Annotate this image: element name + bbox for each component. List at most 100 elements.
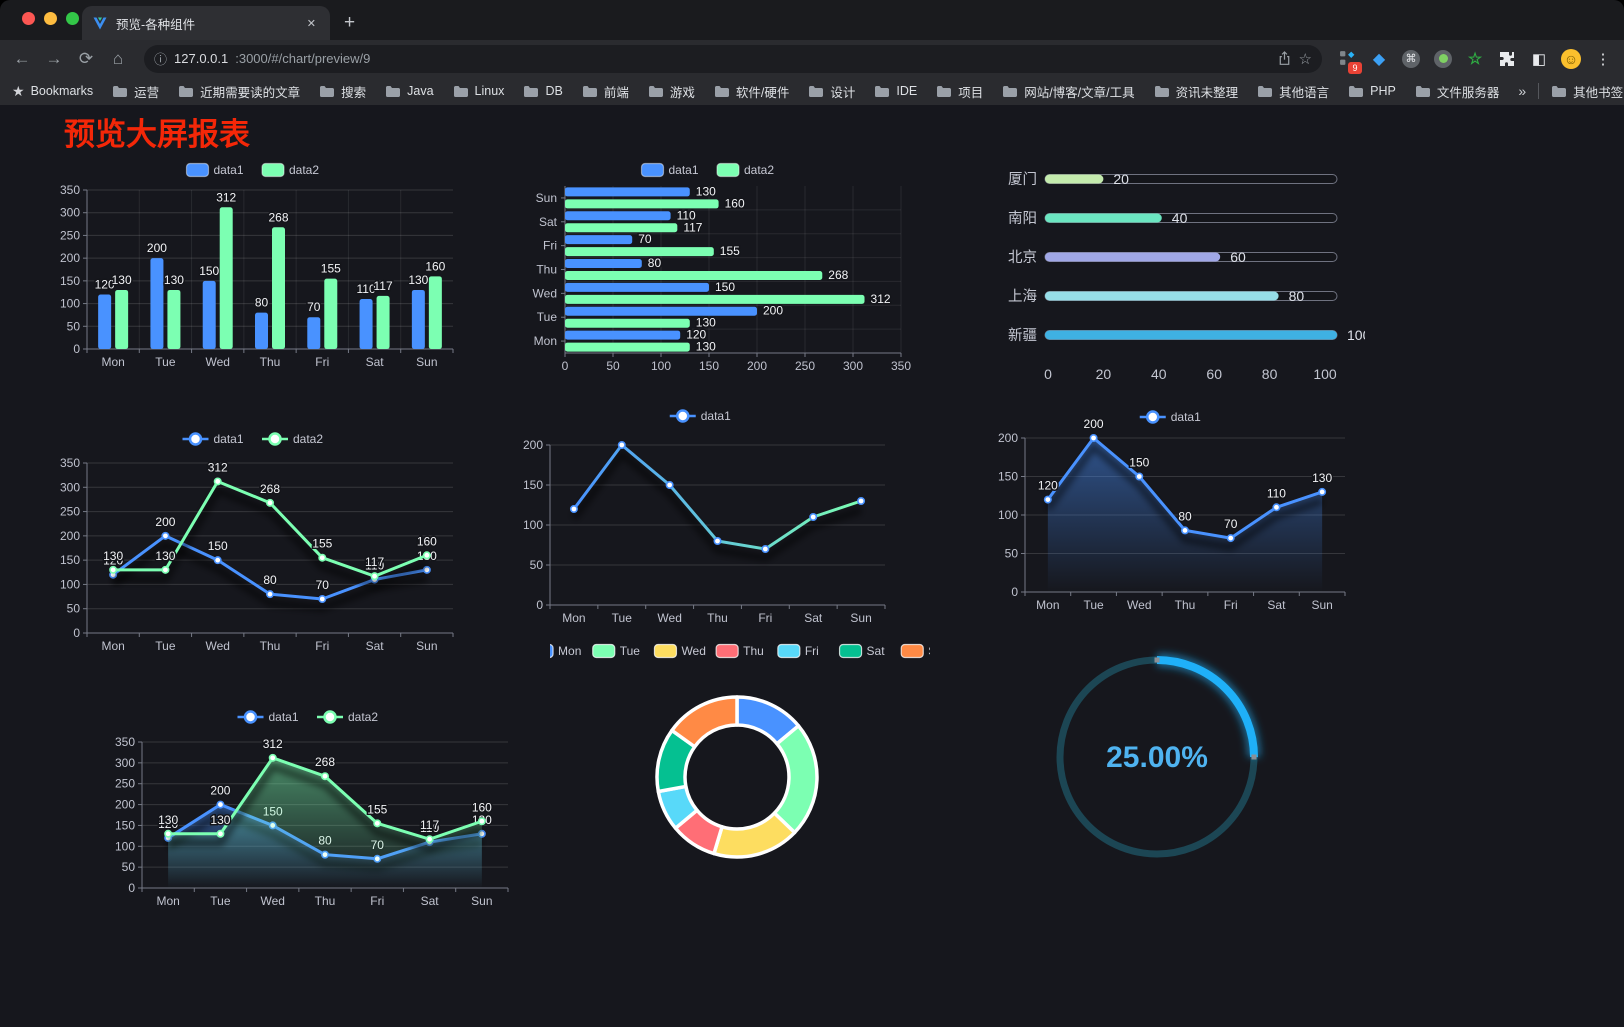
folder-icon bbox=[582, 85, 597, 97]
window-close-button[interactable] bbox=[22, 12, 35, 25]
bookmark-folder[interactable]: 资讯未整理 bbox=[1154, 82, 1238, 101]
svg-text:200: 200 bbox=[147, 241, 167, 255]
bookmark-folder[interactable]: 游戏 bbox=[648, 82, 695, 101]
back-button[interactable]: ← bbox=[13, 48, 31, 68]
bookmark-folder[interactable]: 前端 bbox=[582, 82, 629, 101]
svg-text:Mon: Mon bbox=[1036, 598, 1059, 612]
puzzle-extensions-icon[interactable] bbox=[1494, 46, 1520, 72]
bar-chart[interactable]: 0 50 100 150 200 250 300 350 Mon Tue Wed Thu Fri Sat S… bbox=[45, 150, 465, 375]
bookmark-folder-label: 软件/硬件 bbox=[735, 85, 790, 100]
site-info-icon[interactable]: ⓘ bbox=[154, 52, 168, 67]
svg-text:250: 250 bbox=[60, 505, 80, 519]
reload-button[interactable]: ⟳ bbox=[78, 48, 94, 68]
svg-text:data1: data1 bbox=[214, 163, 244, 177]
svg-text:Mon: Mon bbox=[534, 334, 557, 348]
svg-text:Tue: Tue bbox=[1083, 598, 1104, 612]
area-line-chart[interactable]: 0 50 100 150 200 Mon Tue Wed Thu Fri Sat Sun data1 12… bbox=[985, 405, 1360, 620]
city-progress-chart[interactable]: 厦门 20 南阳 40 北京 60 上海 80 新疆 100 0 20 40 60 80 100 bbox=[985, 160, 1365, 390]
svg-text:Sat: Sat bbox=[366, 355, 385, 369]
recorder-extension-icon[interactable] bbox=[1430, 46, 1456, 72]
bookmark-folder[interactable]: 网站/博客/文章/工具 bbox=[1002, 82, 1135, 101]
folder-icon bbox=[1258, 85, 1273, 97]
svg-text:40: 40 bbox=[1151, 366, 1167, 382]
tab-close-icon[interactable]: ✕ bbox=[306, 17, 316, 30]
svg-text:Thu: Thu bbox=[743, 644, 764, 658]
bookmark-folder[interactable]: 设计 bbox=[808, 82, 855, 101]
folder-icon bbox=[714, 85, 729, 97]
horizontal-bar-chart[interactable]: data1 data2 0 50 100 150 200 250 300 350 Sun 130 160… bbox=[505, 150, 915, 375]
folder-icon bbox=[453, 85, 468, 97]
bookmark-folder[interactable]: Linux bbox=[453, 82, 504, 101]
gem-extension-icon[interactable]: ◆ bbox=[1372, 50, 1386, 68]
svg-text:100: 100 bbox=[998, 508, 1018, 522]
bookmark-folder[interactable]: Java bbox=[385, 82, 434, 101]
svg-text:Wed: Wed bbox=[205, 355, 229, 369]
bookmark-folder[interactable]: 软件/硬件 bbox=[714, 82, 789, 101]
svg-text:北京: 北京 bbox=[1008, 249, 1037, 266]
other-bookmarks-folder[interactable]: 其他书签 bbox=[1551, 82, 1623, 101]
svg-text:200: 200 bbox=[155, 515, 175, 529]
svg-text:80: 80 bbox=[255, 296, 269, 310]
bookmark-folder[interactable]: 近期需要读的文章 bbox=[178, 82, 300, 101]
bookmarks-manager-item[interactable]: ★ Bookmarks bbox=[12, 83, 93, 100]
tab-title: 预览-各种组件 bbox=[116, 17, 196, 32]
profile-avatar[interactable]: ☺ bbox=[1558, 46, 1584, 72]
progress-gauge[interactable]: 25.00% bbox=[1045, 645, 1275, 875]
area-line-chart-two-series[interactable]: 0 50 100 150 200 250 300 350 Mon Tue Wed Thu Fri Sat S… bbox=[100, 700, 520, 922]
svg-text:312: 312 bbox=[871, 292, 891, 306]
svg-text:268: 268 bbox=[260, 482, 280, 496]
window-zoom-button[interactable] bbox=[66, 12, 79, 25]
svg-text:80: 80 bbox=[1289, 288, 1305, 304]
star-extension-icon[interactable]: ☆ bbox=[1467, 50, 1483, 68]
window-minimize-button[interactable] bbox=[44, 12, 57, 25]
bookmark-folder-label: 文件服务器 bbox=[1436, 85, 1500, 100]
bookmark-folder[interactable]: 运营 bbox=[112, 82, 159, 101]
folder-icon bbox=[386, 85, 401, 97]
svg-text:70: 70 bbox=[316, 578, 330, 592]
svg-text:130: 130 bbox=[408, 273, 428, 287]
bookmark-folder[interactable]: IDE bbox=[874, 82, 917, 101]
svg-text:100: 100 bbox=[651, 359, 671, 373]
url-path: :3000/#/chart/preview/9 bbox=[235, 51, 371, 66]
browser-tab[interactable]: 预览-各种组件 ✕ bbox=[82, 6, 330, 40]
svg-text:data1: data1 bbox=[669, 163, 699, 177]
bookmark-folder[interactable]: PHP bbox=[1348, 82, 1396, 101]
bookmark-folder[interactable]: DB bbox=[523, 82, 563, 101]
home-button[interactable]: ⌂ bbox=[112, 48, 124, 68]
svg-text:80: 80 bbox=[263, 573, 277, 587]
bookmark-folder-label: 运营 bbox=[134, 85, 160, 100]
svg-text:Fri: Fri bbox=[543, 239, 557, 253]
svg-text:155: 155 bbox=[312, 537, 332, 551]
svg-text:新疆: 新疆 bbox=[1008, 327, 1037, 344]
bookmark-folder[interactable]: 文件服务器 bbox=[1415, 82, 1500, 101]
svg-text:60: 60 bbox=[1230, 249, 1246, 265]
extensions-area: 9 ◆ ⌘ ☆ ◧ ☺ ⋮ bbox=[1334, 46, 1616, 74]
window-controls bbox=[22, 12, 79, 25]
tab-group-extension-icon[interactable]: 9 bbox=[1334, 46, 1362, 74]
browser-menu-icon[interactable]: ⋮ bbox=[1595, 50, 1611, 68]
address-bar[interactable]: ⓘ 127.0.0.1:3000/#/chart/preview/9 ☆ bbox=[144, 44, 1322, 73]
bookmark-folder[interactable]: 搜索 bbox=[319, 82, 366, 101]
folder-icon bbox=[1552, 85, 1567, 97]
share-icon[interactable] bbox=[1277, 51, 1292, 66]
svg-text:Thu: Thu bbox=[315, 894, 336, 908]
line-chart-two-series[interactable]: 0 50 100 150 200 250 300 350 Mon Tue Wed Thu Fri Sat S… bbox=[45, 425, 465, 660]
donut-pie-chart[interactable]: Mon Tue Wed Thu Fri Sat Sun bbox=[550, 635, 930, 885]
bookmark-star-icon[interactable]: ☆ bbox=[1298, 50, 1312, 68]
svg-text:130: 130 bbox=[210, 813, 230, 827]
command-extension-icon[interactable]: ⌘ bbox=[1398, 46, 1424, 72]
svg-text:150: 150 bbox=[115, 818, 135, 832]
gradient-line-chart[interactable]: 0 50 100 150 200 Mon Tue Wed Thu Fri Sat Sun data1 bbox=[505, 400, 900, 632]
bookmark-folder[interactable]: 项目 bbox=[936, 82, 983, 101]
reading-list-icon[interactable]: ◧ bbox=[1531, 50, 1547, 68]
svg-text:Mon: Mon bbox=[558, 644, 581, 658]
svg-text:Sun: Sun bbox=[536, 191, 557, 205]
svg-text:60: 60 bbox=[1206, 366, 1222, 382]
svg-text:Tue: Tue bbox=[620, 644, 641, 658]
bookmark-folder[interactable]: 其他语言 bbox=[1257, 82, 1329, 101]
bookmarks-overflow-icon[interactable]: » bbox=[1518, 83, 1527, 99]
forward-button[interactable]: → bbox=[45, 48, 63, 68]
svg-text:160: 160 bbox=[472, 800, 492, 814]
new-tab-button[interactable]: + bbox=[344, 12, 356, 33]
